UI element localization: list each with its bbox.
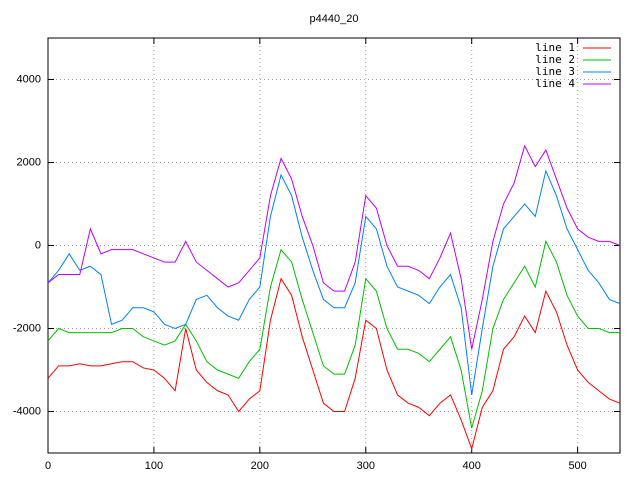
legend-label: line 3: [535, 65, 575, 78]
x-tick-label: 400: [463, 460, 481, 472]
y-tick-label: -2000: [13, 322, 41, 334]
legend-label: line 2: [535, 53, 575, 66]
data-line: [47, 277, 621, 451]
y-tick-label: -4000: [13, 405, 41, 417]
chart-title: p4440_20: [310, 13, 359, 25]
data-line: [47, 169, 621, 395]
y-tick-label: 2000: [17, 156, 41, 168]
x-tick-label: 0: [45, 460, 51, 472]
x-tick-label: 200: [251, 460, 269, 472]
x-tick-label: 300: [357, 460, 375, 472]
data-line: [47, 239, 620, 429]
y-tick-label: 4000: [17, 73, 41, 85]
x-tick-label: 500: [568, 460, 586, 472]
y-tick-label: 0: [35, 239, 41, 251]
x-tick-label: 100: [145, 460, 163, 472]
legend-label: line 4: [535, 77, 575, 90]
legend-label: line 1: [535, 41, 575, 54]
plot-frame: [47, 37, 621, 454]
data-line: [47, 144, 621, 350]
